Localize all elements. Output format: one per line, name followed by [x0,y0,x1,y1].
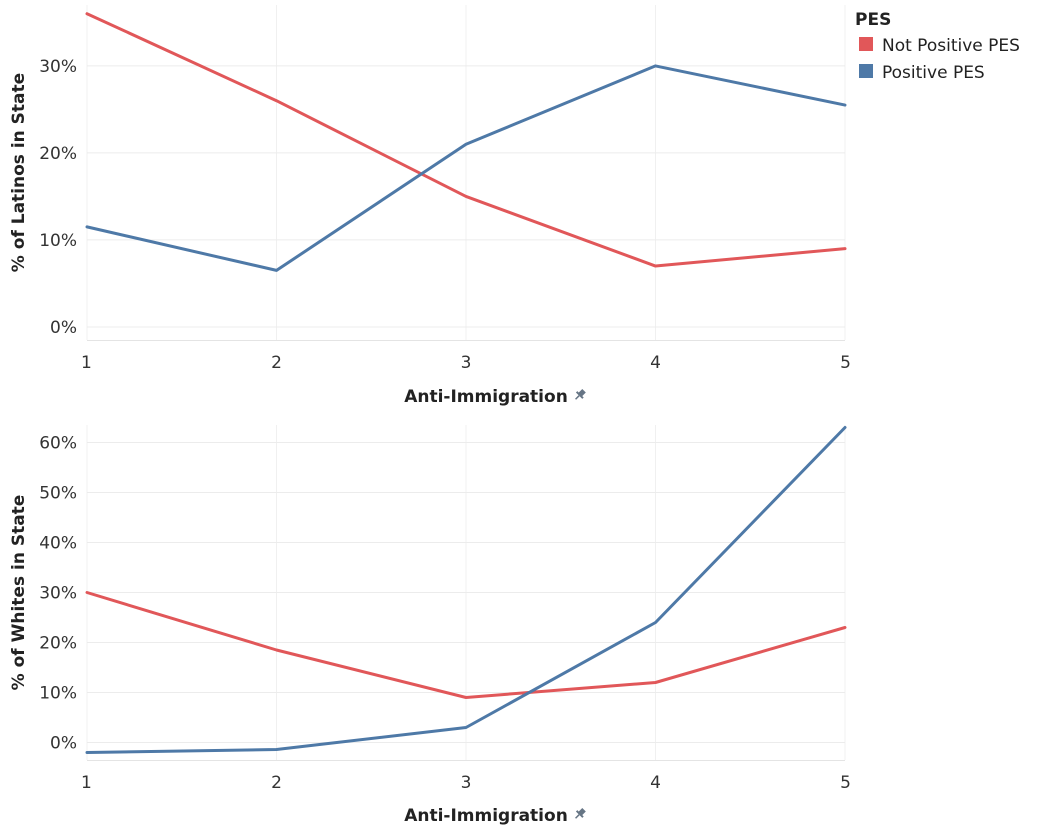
chart-panel-1: 0% 10% 20% 30% 1 2 3 4 5 Anti-Immigration % of Lat… [9,5,851,407]
pin-icon-base [575,810,584,818]
x-tick-label: 2 [271,773,282,793]
series-line-not-positive-pes[interactable] [85,12,847,268]
y-tick-label: 60% [39,434,77,454]
x-tick-label: 5 [840,773,851,793]
pin-icon-base [575,391,584,399]
x-tick-label: 3 [461,773,472,793]
x-axis-title: Anti-Immigration [404,387,568,407]
y-tick-label: 10% [39,231,77,251]
x-tick-label: 2 [271,353,282,373]
x-tick-label: 4 [650,353,661,373]
y-axis-title: % of Whites in State [9,495,29,691]
y-tick-label: 20% [39,634,77,654]
x-tick-label: 5 [840,353,851,373]
x-tick-label: 1 [81,353,92,373]
series-line-not-positive-pes[interactable] [85,591,847,699]
y-tick-label: 30% [39,584,77,604]
y-tick-label: 0% [50,734,77,754]
legend-title: PES [855,10,891,30]
y-tick-label: 30% [39,57,77,77]
legend: PES Not Positive PES Positive PES [855,10,1020,83]
series-line-positive-pes[interactable] [85,426,847,754]
legend-swatch-positive [859,64,873,78]
pin-icon-needle [575,395,580,400]
chart-panel-2: 0% 10% 20% 30% 40% 50% 60% 1 2 3 4 5 Anti-Immigratio… [9,425,851,826]
x-tick-label: 4 [650,773,661,793]
pin-icon[interactable] [572,807,587,822]
legend-swatch-not-positive [859,37,873,51]
x-tick-label: 1 [81,773,92,793]
legend-label-positive[interactable]: Positive PES [882,63,985,83]
series-line-positive-pes[interactable] [85,64,847,272]
y-tick-label: 40% [39,534,77,554]
y-tick-label: 10% [39,684,77,704]
pin-icon-needle [575,814,580,819]
legend-label-not-positive[interactable]: Not Positive PES [882,36,1020,56]
x-tick-label: 3 [461,353,472,373]
x-axis-title: Anti-Immigration [404,806,568,826]
y-tick-label: 0% [50,318,77,338]
pin-icon[interactable] [572,388,587,403]
y-axis-title: % of Latinos in State [9,73,29,272]
y-tick-label: 50% [39,484,77,504]
y-tick-label: 20% [39,144,77,164]
